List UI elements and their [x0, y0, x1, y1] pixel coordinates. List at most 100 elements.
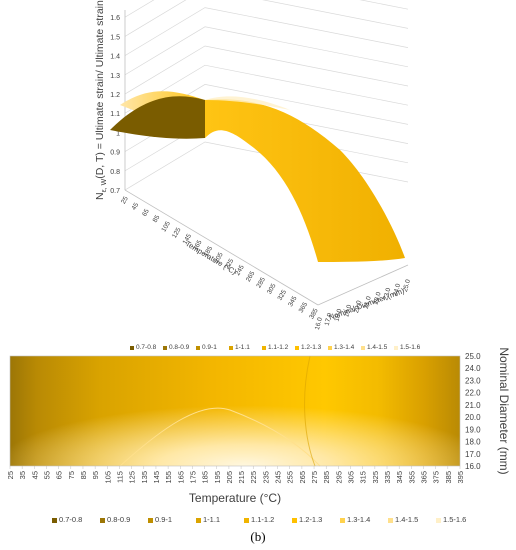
temperature-tick-label-3d: 265	[245, 270, 257, 283]
temperature-tick-label-3d: 385	[308, 307, 320, 320]
z-tick-label: 1.5	[110, 34, 120, 41]
legend-label: 0.8-0.9	[169, 344, 190, 351]
heatmap-x-tick-label: 255	[286, 471, 295, 484]
temperature-tick-label-3d: 45	[131, 201, 141, 211]
heatmap-y-axis-label: Nominal Diameter (mm)	[497, 347, 511, 474]
legend-label: 1.1-1.2	[268, 344, 289, 351]
diameter-tick-label-3d: 22.0	[373, 291, 383, 305]
legend-label: 1.5-1.6	[443, 515, 466, 524]
legend-label: 1.2-1.3	[301, 344, 322, 351]
heatmap-y-tick-label: 18.0	[465, 438, 481, 447]
heatmap-x-tick-label: 265	[298, 471, 307, 484]
temperature-tick-label-3d: 65	[141, 208, 151, 218]
heatmap-x-tick-label: 285	[322, 471, 331, 484]
z-axis-label: Nε, W(D, T) = Ultimate strain/ Ultimate …	[94, 0, 108, 200]
heatmap-x-tick-label: 165	[176, 471, 185, 484]
legend-swatch	[196, 346, 200, 350]
legend-bottom: 0.7-0.8 0.8-0.9 0.9-1 1-1.1 1.1-1.2 1.2-1.3 1.…	[52, 515, 466, 524]
legend-label: 1.2-1.3	[299, 515, 322, 524]
legend-label: 1.3-1.4	[334, 344, 355, 351]
heatmap-x-tick-label: 355	[407, 471, 416, 484]
legend-swatch	[340, 518, 345, 523]
legend-swatch	[52, 518, 57, 523]
z-tick-label: 1	[116, 130, 120, 137]
legend-label: 0.8-0.9	[107, 515, 130, 524]
heatmap-x-tick-label: 55	[42, 471, 51, 479]
legend-swatch	[292, 518, 297, 523]
legend-swatch	[196, 518, 201, 523]
temperature-tick-label-3d: 305	[266, 282, 278, 295]
heatmap-x-tick-label: 335	[383, 471, 392, 484]
heatmap-y-tick-label: 16.0	[465, 462, 481, 471]
surface-plot: 0.7 0.8 0.9 1 1.1 1.2 1.3 1.4 1.5 1.6 25456585105…	[94, 0, 421, 351]
heatmap-contour-right	[304, 355, 316, 467]
legend-swatch	[295, 346, 299, 350]
heatmap-x-tick-label: 215	[237, 471, 246, 484]
temperature-axis-label-3d: Temperature (°C)	[184, 239, 238, 277]
heatmap-x-tick-label: 205	[225, 471, 234, 484]
temperature-tick-label-3d: 325	[277, 289, 289, 302]
heatmap: 25 35 45 55 65 75 85 95 105 115 125 135 145 155 165 175…	[6, 347, 511, 524]
diameter-tick-label-3d: 25.0	[402, 278, 412, 292]
heatmap-y-tick-label: 24.0	[465, 364, 481, 373]
z-tick-label: 1.1	[110, 111, 120, 118]
heatmap-x-tick-label: 225	[249, 471, 258, 484]
surface-left-edge	[110, 96, 205, 139]
temperature-tick-label-3d: 145	[182, 233, 194, 246]
legend-label: 1-1.1	[235, 344, 250, 351]
surface-front-face	[120, 91, 405, 262]
legend-swatch	[130, 346, 134, 350]
diameter-axis-line	[317, 264, 409, 306]
temperature-tick-label-3d: 105	[160, 220, 172, 233]
heatmap-x-tick-label: 235	[261, 471, 270, 484]
z-tick-label: 1.4	[110, 54, 120, 61]
z-tick-label: 1.3	[110, 73, 120, 80]
legend-swatch	[328, 346, 332, 350]
heatmap-x-tick-label: 315	[359, 471, 368, 484]
heatmap-x-tick-label: 345	[395, 471, 404, 484]
diameter-tick-label-3d: 16.0	[314, 316, 324, 330]
legend-swatch	[436, 518, 441, 523]
temperature-tick-label-3d: 205	[213, 251, 225, 264]
temperature-tick-label-3d: 125	[171, 226, 183, 239]
heatmap-x-tick-label: 135	[140, 471, 149, 484]
figure-caption: (b)	[250, 529, 266, 544]
heatmap-x-tick-label: 155	[164, 471, 173, 484]
heatmap-x-tick-label: 145	[152, 471, 161, 484]
legend-label: 1.1-1.2	[251, 515, 274, 524]
legend-label: 1-1.1	[203, 515, 220, 524]
heatmap-x-tick-label: 395	[456, 471, 465, 484]
legend-label: 0.7-0.8	[136, 344, 157, 351]
legend-top: 0.7-0.8 0.8-0.9 0.9-1 1-1.1 1.1-1.2 1.2-1.3 1.…	[130, 344, 421, 351]
diameter-tick-labels-3d: 16.0 17.0 18.0 19.0 20.0 21.0 22.0 23.0 24.0 25.0	[314, 278, 412, 330]
temperature-tick-label-3d: 345	[287, 295, 299, 308]
z-gridline	[124, 0, 409, 18]
legend-label: 1.4-1.5	[367, 344, 388, 351]
heatmap-x-tick-label: 305	[347, 471, 356, 484]
heatmap-x-tick-label: 35	[18, 471, 27, 479]
z-tick-labels: 0.7 0.8 0.9 1 1.1 1.2 1.3 1.4 1.5 1.6	[110, 15, 120, 195]
heatmap-x-tick-label: 275	[310, 471, 319, 484]
heatmap-x-tick-label: 185	[201, 471, 210, 484]
legend-swatch	[361, 346, 365, 350]
z-gridline	[124, 0, 409, 37]
heatmap-warm-region	[10, 356, 460, 466]
z-tick-label: 0.8	[110, 169, 120, 176]
heatmap-x-tick-label: 125	[128, 471, 137, 484]
legend-label: 1.5-1.6	[400, 344, 421, 351]
heatmap-contour	[119, 407, 321, 467]
heatmap-x-tick-label: 65	[55, 471, 64, 479]
diameter-tick-label-3d: 21.0	[363, 295, 373, 309]
temperature-axis-line	[124, 189, 319, 306]
heatmap-y-tick-labels: 25.0 24.0 23.0 22.0 21.0 20.0 19.0 18.0 17.0 16.0	[465, 352, 481, 471]
legend-swatch	[100, 518, 105, 523]
heatmap-x-tick-label: 45	[30, 471, 39, 479]
z-tick-label: 0.9	[110, 150, 120, 157]
z-gridline	[124, 7, 409, 56]
diameter-tick-label-3d: 24.0	[392, 283, 402, 297]
heatmap-x-tick-label: 85	[79, 471, 88, 479]
temperature-tick-label-3d: 285	[255, 276, 267, 289]
z-tick-label: 0.7	[110, 188, 120, 195]
legend-swatch	[229, 346, 233, 350]
heatmap-x-tick-label: 195	[213, 471, 222, 484]
